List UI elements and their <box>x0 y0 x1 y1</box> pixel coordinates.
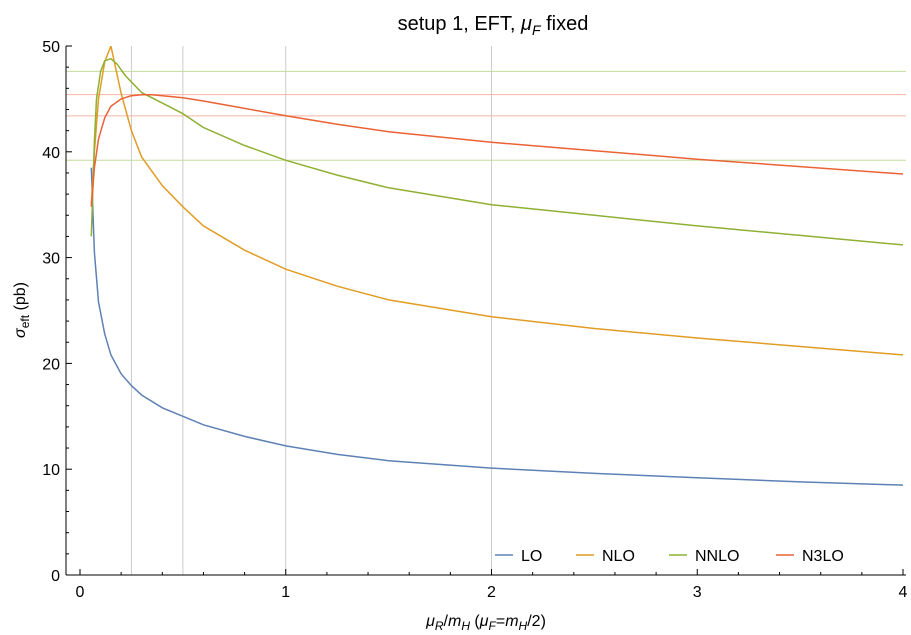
y-tick-label: 10 <box>42 462 60 479</box>
legend-label-lo: LO <box>521 548 542 565</box>
x-tick-label: 4 <box>899 584 908 601</box>
y-tick-label: 50 <box>42 39 60 56</box>
y-tick-label: 0 <box>51 568 60 585</box>
vertical-grid <box>130 46 492 575</box>
y-axis-label: σeft (pb) <box>12 282 32 338</box>
x-tick-label: 2 <box>487 584 496 601</box>
x-tick-label: 1 <box>281 584 290 601</box>
y-tick-label: 20 <box>42 356 60 373</box>
x-tick-label: 0 <box>76 584 85 601</box>
series-line-lo <box>90 167 904 486</box>
series-line-n3lo <box>90 93 904 207</box>
reference-lines <box>66 70 906 161</box>
chart-title: setup 1, EFT, μF fixed <box>398 13 589 38</box>
x-axis-label: μR/mH (μF=mH/2) <box>425 613 546 633</box>
x-tick-label: 3 <box>693 584 702 601</box>
legend: LO NLO NNLO N3LO <box>495 548 844 565</box>
y-tick-label: 40 <box>42 145 60 162</box>
series-line-nnlo <box>90 57 904 246</box>
legend-label-nlo: NLO <box>602 548 635 565</box>
series-line-nlo <box>90 46 904 356</box>
y-tick-label: 30 <box>42 251 60 268</box>
legend-label-n3lo: N3LO <box>802 548 844 565</box>
series-group <box>90 46 904 486</box>
legend-label-nnlo: NNLO <box>695 548 739 565</box>
